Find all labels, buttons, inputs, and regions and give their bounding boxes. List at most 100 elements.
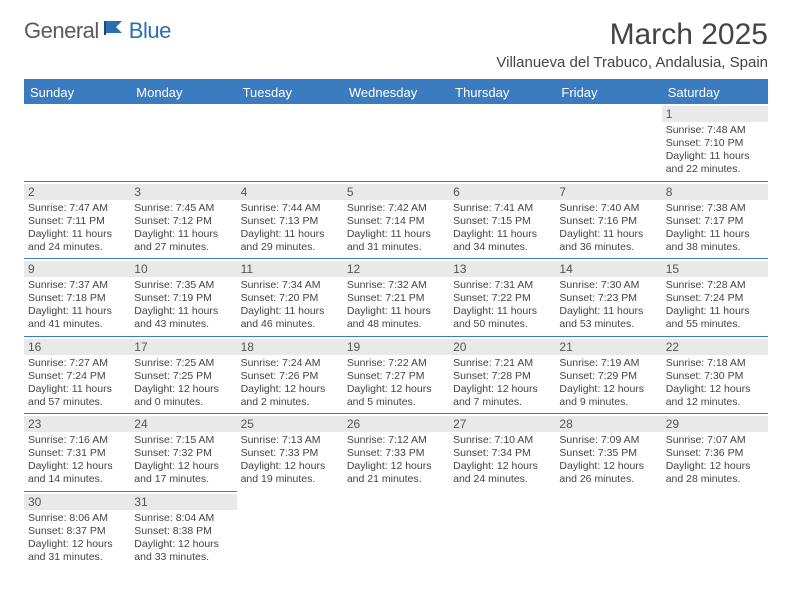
day-number: 13 bbox=[449, 261, 555, 277]
day-info: Sunrise: 7:10 AMSunset: 7:34 PMDaylight:… bbox=[453, 434, 551, 487]
day-number: 24 bbox=[130, 416, 236, 432]
sunrise-line: Sunrise: 7:18 AM bbox=[666, 357, 764, 370]
sunrise-line: Sunrise: 7:32 AM bbox=[347, 279, 445, 292]
calendar-day-cell bbox=[237, 491, 343, 568]
day-info: Sunrise: 7:45 AMSunset: 7:12 PMDaylight:… bbox=[134, 202, 232, 255]
calendar-day-cell bbox=[343, 491, 449, 568]
daylight-line-1: Daylight: 11 hours bbox=[453, 305, 551, 318]
page-header: General Blue March 2025 Villanueva del T… bbox=[24, 18, 768, 71]
day-info: Sunrise: 7:37 AMSunset: 7:18 PMDaylight:… bbox=[28, 279, 126, 332]
day-number: 17 bbox=[130, 339, 236, 355]
sunset-line: Sunset: 7:10 PM bbox=[666, 137, 764, 150]
day-number: 21 bbox=[555, 339, 661, 355]
day-info: Sunrise: 7:47 AMSunset: 7:11 PMDaylight:… bbox=[28, 202, 126, 255]
day-number: 30 bbox=[24, 494, 130, 510]
calendar-day-cell: 12Sunrise: 7:32 AMSunset: 7:21 PMDayligh… bbox=[343, 259, 449, 337]
sunset-line: Sunset: 7:31 PM bbox=[28, 447, 126, 460]
daylight-line-1: Daylight: 11 hours bbox=[666, 305, 764, 318]
daylight-line-1: Daylight: 12 hours bbox=[241, 460, 339, 473]
day-info: Sunrise: 7:07 AMSunset: 7:36 PMDaylight:… bbox=[666, 434, 764, 487]
daylight-line-1: Daylight: 12 hours bbox=[28, 460, 126, 473]
daylight-line-1: Daylight: 11 hours bbox=[347, 228, 445, 241]
day-number: 16 bbox=[24, 339, 130, 355]
sunrise-line: Sunrise: 7:40 AM bbox=[559, 202, 657, 215]
sunrise-line: Sunrise: 7:48 AM bbox=[666, 124, 764, 137]
day-info: Sunrise: 7:19 AMSunset: 7:29 PMDaylight:… bbox=[559, 357, 657, 410]
sunset-line: Sunset: 7:33 PM bbox=[241, 447, 339, 460]
sunrise-line: Sunrise: 7:15 AM bbox=[134, 434, 232, 447]
day-number: 20 bbox=[449, 339, 555, 355]
sunrise-line: Sunrise: 7:09 AM bbox=[559, 434, 657, 447]
daylight-line-2: and 24 minutes. bbox=[453, 473, 551, 486]
day-info: Sunrise: 7:35 AMSunset: 7:19 PMDaylight:… bbox=[134, 279, 232, 332]
daylight-line-2: and 9 minutes. bbox=[559, 396, 657, 409]
calendar-day-cell: 29Sunrise: 7:07 AMSunset: 7:36 PMDayligh… bbox=[662, 414, 768, 492]
calendar-day-cell: 20Sunrise: 7:21 AMSunset: 7:28 PMDayligh… bbox=[449, 336, 555, 414]
sunrise-line: Sunrise: 8:04 AM bbox=[134, 512, 232, 525]
calendar-day-cell: 3 Sunrise: 7:45 AMSunset: 7:12 PMDaylight… bbox=[130, 181, 236, 259]
calendar-day-cell: 24Sunrise: 7:15 AMSunset: 7:32 PMDayligh… bbox=[130, 414, 236, 492]
calendar-day-cell: 26Sunrise: 7:12 AMSunset: 7:33 PMDayligh… bbox=[343, 414, 449, 492]
calendar-day-cell: 6Sunrise: 7:41 AMSunset: 7:15 PMDaylight… bbox=[449, 181, 555, 259]
calendar-day-cell: 10Sunrise: 7:35 AMSunset: 7:19 PMDayligh… bbox=[130, 259, 236, 337]
day-info: Sunrise: 7:27 AMSunset: 7:24 PMDaylight:… bbox=[28, 357, 126, 410]
daylight-line-2: and 14 minutes. bbox=[28, 473, 126, 486]
daylight-line-2: and 31 minutes. bbox=[28, 551, 126, 564]
weekday-header-row: SundayMondayTuesdayWednesdayThursdayFrid… bbox=[24, 81, 768, 104]
day-number: 31 bbox=[130, 494, 236, 510]
sunrise-line: Sunrise: 7:13 AM bbox=[241, 434, 339, 447]
day-info: Sunrise: 7:22 AMSunset: 7:27 PMDaylight:… bbox=[347, 357, 445, 410]
calendar-day-cell: 11Sunrise: 7:34 AMSunset: 7:20 PMDayligh… bbox=[237, 259, 343, 337]
daylight-line-2: and 31 minutes. bbox=[347, 241, 445, 254]
sunrise-line: Sunrise: 7:41 AM bbox=[453, 202, 551, 215]
day-info: Sunrise: 7:32 AMSunset: 7:21 PMDaylight:… bbox=[347, 279, 445, 332]
day-number: 3 bbox=[130, 184, 236, 200]
calendar-day-cell: 18Sunrise: 7:24 AMSunset: 7:26 PMDayligh… bbox=[237, 336, 343, 414]
day-number: 15 bbox=[662, 261, 768, 277]
calendar-day-cell: 2Sunrise: 7:47 AMSunset: 7:11 PMDaylight… bbox=[24, 181, 130, 259]
daylight-line-2: and 27 minutes. bbox=[134, 241, 232, 254]
daylight-line-2: and 41 minutes. bbox=[28, 318, 126, 331]
daylight-line-2: and 28 minutes. bbox=[666, 473, 764, 486]
sunset-line: Sunset: 7:24 PM bbox=[666, 292, 764, 305]
day-number: 26 bbox=[343, 416, 449, 432]
calendar-day-cell: 15Sunrise: 7:28 AMSunset: 7:24 PMDayligh… bbox=[662, 259, 768, 337]
sunrise-line: Sunrise: 7:31 AM bbox=[453, 279, 551, 292]
daylight-line-2: and 53 minutes. bbox=[559, 318, 657, 331]
sunset-line: Sunset: 7:20 PM bbox=[241, 292, 339, 305]
day-number: 4 bbox=[237, 184, 343, 200]
daylight-line-2: and 19 minutes. bbox=[241, 473, 339, 486]
calendar-day-cell: 7Sunrise: 7:40 AMSunset: 7:16 PMDaylight… bbox=[555, 181, 661, 259]
sunrise-line: Sunrise: 7:16 AM bbox=[28, 434, 126, 447]
calendar-day-cell bbox=[237, 104, 343, 181]
sunset-line: Sunset: 7:34 PM bbox=[453, 447, 551, 460]
sunset-line: Sunset: 7:13 PM bbox=[241, 215, 339, 228]
title-block: March 2025 Villanueva del Trabuco, Andal… bbox=[496, 18, 768, 71]
daylight-line-2: and 7 minutes. bbox=[453, 396, 551, 409]
day-info: Sunrise: 7:09 AMSunset: 7:35 PMDaylight:… bbox=[559, 434, 657, 487]
month-title: March 2025 bbox=[496, 18, 768, 52]
daylight-line-1: Daylight: 11 hours bbox=[666, 150, 764, 163]
daylight-line-1: Daylight: 11 hours bbox=[134, 228, 232, 241]
sunrise-line: Sunrise: 7:22 AM bbox=[347, 357, 445, 370]
daylight-line-1: Daylight: 12 hours bbox=[134, 538, 232, 551]
calendar-day-cell bbox=[555, 491, 661, 568]
daylight-line-2: and 50 minutes. bbox=[453, 318, 551, 331]
daylight-line-2: and 33 minutes. bbox=[134, 551, 232, 564]
daylight-line-1: Daylight: 11 hours bbox=[134, 305, 232, 318]
daylight-line-1: Daylight: 11 hours bbox=[241, 305, 339, 318]
sunrise-line: Sunrise: 7:24 AM bbox=[241, 357, 339, 370]
daylight-line-2: and 0 minutes. bbox=[134, 396, 232, 409]
calendar-day-cell: 28Sunrise: 7:09 AMSunset: 7:35 PMDayligh… bbox=[555, 414, 661, 492]
sunset-line: Sunset: 7:14 PM bbox=[347, 215, 445, 228]
sunrise-line: Sunrise: 7:12 AM bbox=[347, 434, 445, 447]
calendar-day-cell: 27Sunrise: 7:10 AMSunset: 7:34 PMDayligh… bbox=[449, 414, 555, 492]
daylight-line-1: Daylight: 11 hours bbox=[28, 305, 126, 318]
day-info: Sunrise: 7:31 AMSunset: 7:22 PMDaylight:… bbox=[453, 279, 551, 332]
day-info: Sunrise: 7:18 AMSunset: 7:30 PMDaylight:… bbox=[666, 357, 764, 410]
daylight-line-1: Daylight: 11 hours bbox=[666, 228, 764, 241]
day-info: Sunrise: 7:24 AMSunset: 7:26 PMDaylight:… bbox=[241, 357, 339, 410]
sunset-line: Sunset: 7:33 PM bbox=[347, 447, 445, 460]
sunset-line: Sunset: 7:28 PM bbox=[453, 370, 551, 383]
brand-logo: General Blue bbox=[24, 18, 171, 44]
